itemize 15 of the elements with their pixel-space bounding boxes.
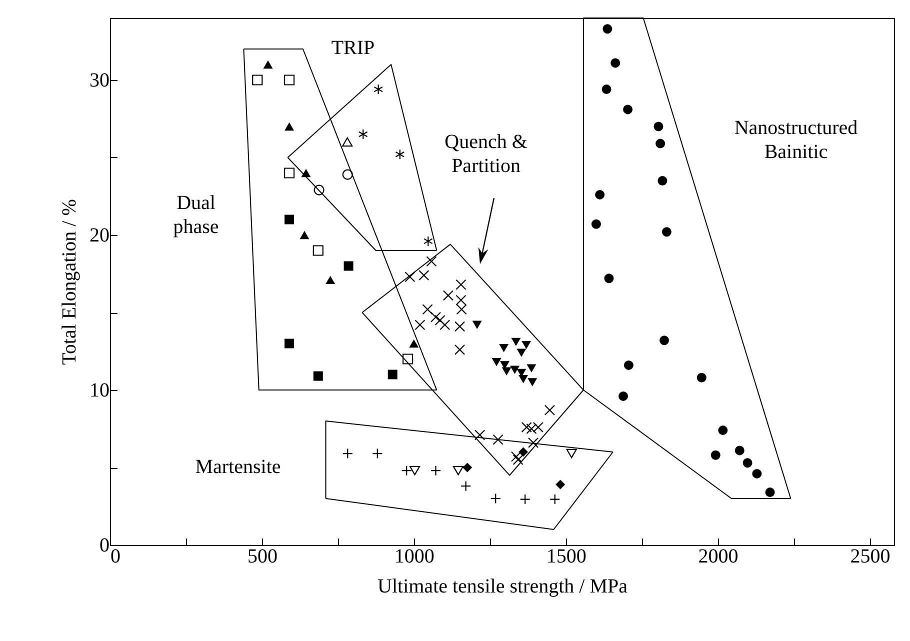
y-tick-label: 10: [90, 380, 110, 402]
y-tick-label: 30: [90, 70, 110, 92]
annotation: TRIP: [331, 37, 375, 59]
x-tick-label: 1500: [546, 546, 586, 568]
annotation: Dual phase: [173, 192, 219, 238]
x-axis-title: Ultimate tensile strength / MPa: [378, 576, 628, 598]
annotation: Quench & Partition: [444, 131, 528, 177]
x-tick-label: 2000: [698, 546, 738, 568]
x-tick-label: 1000: [394, 546, 434, 568]
y-axis-title: Total Elongation / %: [58, 199, 80, 365]
y-tick-label: 20: [90, 224, 110, 246]
x-tick-label: 500: [247, 546, 278, 568]
annotation: Nanostructured Bainitic: [734, 117, 858, 163]
x-tick-label: 2500: [850, 546, 890, 568]
annotation: Martensite: [195, 456, 281, 478]
